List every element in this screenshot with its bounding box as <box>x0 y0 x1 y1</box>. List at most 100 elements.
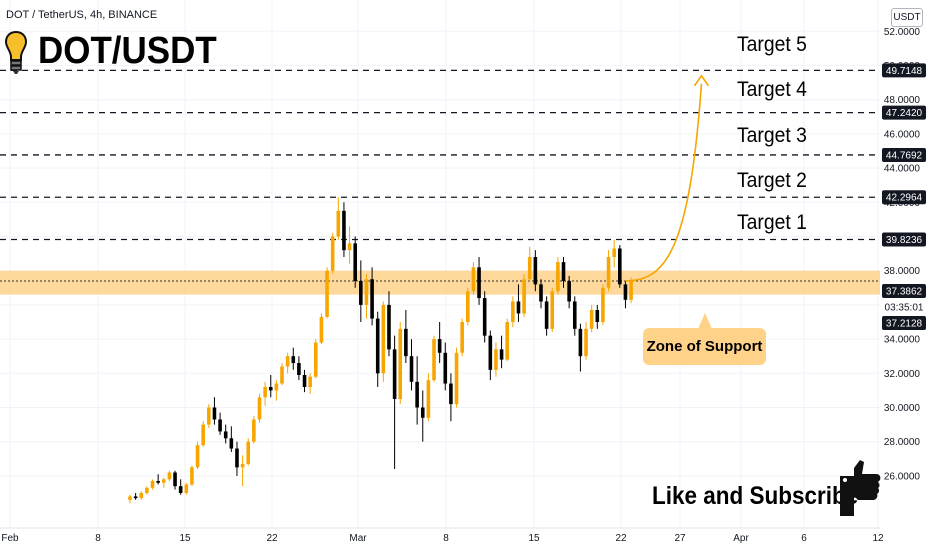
candle-body <box>437 339 442 353</box>
price-tick-label: 26.0000 <box>884 471 921 482</box>
candle-body <box>342 210 346 251</box>
level-price-label: 42.2964 <box>886 193 923 204</box>
candle-body <box>572 301 577 329</box>
price-tick-label: 34.0000 <box>884 335 921 346</box>
candle-body <box>623 284 628 300</box>
candle-body <box>235 448 239 468</box>
grid <box>0 0 880 528</box>
candle-body <box>302 375 307 387</box>
candle-body <box>477 267 481 299</box>
candle-body <box>150 481 155 488</box>
projection-arrow <box>625 74 710 282</box>
candle-body <box>426 380 431 418</box>
candle-body <box>454 352 459 405</box>
candle-body <box>156 481 160 483</box>
candle-body <box>139 493 144 499</box>
candle-body <box>482 298 487 336</box>
candle-body <box>370 279 374 319</box>
candle-body <box>195 445 200 468</box>
time-tick-label: 15 <box>528 533 540 544</box>
candle-body <box>387 304 391 350</box>
price-mark-badge <box>882 300 926 314</box>
currency-badge[interactable]: USDT <box>891 8 923 27</box>
candle-body <box>578 328 583 357</box>
time-tick-label: 15 <box>179 533 191 544</box>
candle-body <box>190 467 194 485</box>
candle-body <box>629 280 633 300</box>
candle-body <box>499 349 504 360</box>
zone-callout-pointer <box>698 313 712 329</box>
candle-body <box>420 407 425 418</box>
page-title: DOT/USDT <box>38 30 217 72</box>
candle-body <box>488 335 493 370</box>
candle-body <box>167 472 172 480</box>
candle-body <box>471 267 476 292</box>
candle-body <box>460 322 464 353</box>
candle-body <box>375 318 380 374</box>
time-tick-label: 6 <box>801 533 807 544</box>
level-price-label: 39.8236 <box>886 235 923 246</box>
candle-body <box>511 301 515 322</box>
target-2-label: Target 2 <box>737 169 807 192</box>
candle-body <box>297 363 301 376</box>
candle-body <box>494 349 498 370</box>
target-3-label: Target 3 <box>737 124 807 147</box>
candle-body <box>432 339 436 381</box>
candle-body <box>161 479 166 483</box>
candle-body <box>325 270 329 317</box>
candle-body <box>252 419 256 442</box>
candle-body <box>522 279 526 314</box>
price-axis-bg <box>881 0 932 550</box>
candle-body <box>347 243 352 251</box>
price-tick-label: 46.0000 <box>884 129 921 140</box>
candle-body <box>207 407 211 425</box>
candle-body <box>567 280 571 302</box>
candle-body <box>404 328 408 357</box>
price-mark-badge <box>882 316 926 330</box>
candle-body <box>601 287 605 322</box>
symbol-line: DOT / TetherUS, 4h, BINANCE <box>6 9 158 21</box>
candle-body <box>505 322 510 360</box>
time-tick-label: 8 <box>95 533 101 544</box>
like-subscribe-text: Like and Subscribe <box>652 482 859 510</box>
level-price-badge <box>882 63 926 78</box>
price-mark-label: 37.2128 <box>886 319 923 330</box>
candle-body <box>409 356 414 382</box>
price-mark-label: 37.3862 <box>886 287 923 298</box>
candle-body <box>533 257 538 285</box>
time-tick-label: Apr <box>733 533 749 544</box>
candle-body <box>336 210 341 237</box>
candle-body <box>246 441 251 464</box>
level-price-badge <box>882 105 926 120</box>
candle-body <box>556 262 560 292</box>
time-axis: Feb 8 15 22 Mar 8 15 22 27 Apr 6 12 <box>0 527 884 544</box>
zone-of-support-callout: Zone of Support <box>643 328 766 365</box>
candle-body <box>291 356 296 364</box>
candle-body <box>550 291 555 329</box>
support-zone <box>0 270 880 295</box>
time-tick-label: Mar <box>349 533 367 544</box>
candle-body <box>584 328 588 357</box>
candle-body <box>212 407 217 420</box>
target-4-label: Target 4 <box>737 78 807 101</box>
price-axis: 52.000050.000048.000046.000044.000042.00… <box>881 0 932 550</box>
candle-body <box>229 438 234 449</box>
candle-body <box>595 310 600 322</box>
candle-body <box>330 236 335 271</box>
candle-body <box>612 248 616 258</box>
candle-body <box>359 280 363 305</box>
candle-body <box>313 342 318 377</box>
price-tick-label: 52.0000 <box>884 27 921 38</box>
price-tick-label: 38.0000 <box>884 266 921 277</box>
target-levels <box>0 69 880 241</box>
candle-body <box>145 487 149 493</box>
projection-arrowhead <box>693 74 710 87</box>
level-price-badge <box>882 190 926 205</box>
candle-body <box>240 463 245 468</box>
candle-body <box>178 486 183 493</box>
price-tick-label: 28.0000 <box>884 437 921 448</box>
candle-body <box>381 304 386 374</box>
time-tick-label: 12 <box>872 533 884 544</box>
